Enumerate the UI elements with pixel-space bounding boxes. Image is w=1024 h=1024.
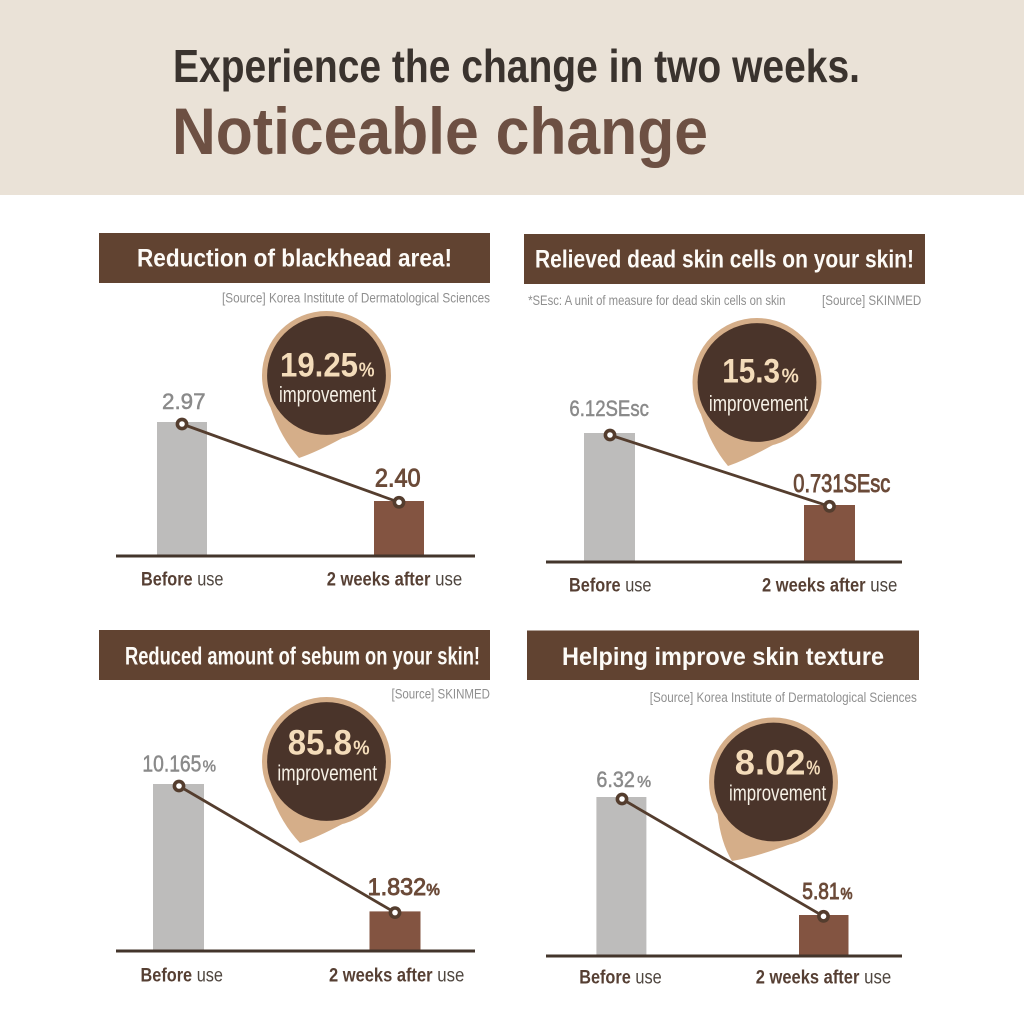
svg-text:[Source] SKINMED: [Source] SKINMED — [392, 687, 491, 702]
svg-text:Experience the change in two w: Experience the change in two weeks. — [173, 40, 860, 92]
svg-text:%: % — [806, 758, 820, 780]
svg-text:Reduction of blackhead area!: Reduction of blackhead area! — [137, 245, 452, 273]
svg-text:%: % — [782, 366, 799, 388]
svg-text:%: % — [353, 737, 370, 759]
svg-text:%: % — [841, 886, 853, 903]
svg-text:use: use — [437, 966, 464, 987]
svg-text:use: use — [625, 576, 651, 597]
svg-text:use: use — [635, 967, 661, 988]
svg-text:5.81: 5.81 — [802, 878, 839, 904]
svg-text:Helping improve skin texture: Helping improve skin texture — [562, 643, 884, 671]
svg-text:%: % — [203, 759, 217, 776]
svg-text:2 weeks after: 2 weeks after — [762, 576, 866, 597]
svg-text:[Source] Korea Institute of De: [Source] Korea Institute of Dermatologic… — [650, 690, 917, 705]
svg-text:use: use — [197, 966, 223, 987]
svg-text:2.40: 2.40 — [375, 464, 421, 492]
svg-text:15.3: 15.3 — [722, 353, 780, 391]
svg-text:0.731SEsc: 0.731SEsc — [793, 470, 890, 498]
svg-text:improvement: improvement — [279, 382, 376, 407]
svg-text:[Source] Korea Institute of De: [Source] Korea Institute of Dermatologic… — [222, 290, 490, 305]
svg-text:improvement: improvement — [709, 391, 808, 416]
svg-text:use: use — [864, 967, 891, 988]
svg-text:85.8: 85.8 — [288, 723, 352, 762]
svg-text:improvement: improvement — [729, 781, 826, 806]
svg-text:2.97: 2.97 — [162, 389, 206, 414]
svg-text:19.25: 19.25 — [280, 346, 358, 384]
svg-text:6.32: 6.32 — [596, 767, 635, 792]
svg-text:%: % — [359, 359, 375, 381]
svg-text:use: use — [435, 570, 462, 591]
svg-text:6.12SEsc: 6.12SEsc — [569, 396, 649, 421]
svg-text:8.02: 8.02 — [735, 744, 806, 783]
svg-text:Before: Before — [141, 570, 193, 591]
svg-text:2 weeks after: 2 weeks after — [327, 570, 431, 591]
svg-text:*SEsc: A unit of measure for d: *SEsc: A unit of measure for dead skin c… — [528, 293, 785, 308]
svg-text:use: use — [197, 570, 223, 591]
svg-text:2 weeks after: 2 weeks after — [756, 967, 860, 988]
svg-text:Before: Before — [569, 576, 621, 597]
svg-text:improvement: improvement — [277, 761, 377, 786]
svg-text:[Source] SKINMED: [Source] SKINMED — [822, 293, 922, 308]
svg-text:%: % — [637, 774, 651, 791]
svg-text:10.165: 10.165 — [142, 751, 201, 777]
svg-text:%: % — [426, 882, 440, 899]
svg-text:Relieved dead skin cells on yo: Relieved dead skin cells on your skin! — [535, 246, 914, 274]
svg-text:use: use — [870, 576, 897, 597]
svg-text:Reduced amount of sebum on you: Reduced amount of sebum on your skin! — [125, 643, 480, 671]
svg-text:Before: Before — [141, 966, 193, 987]
svg-text:2 weeks after: 2 weeks after — [329, 966, 433, 987]
svg-text:Noticeable change: Noticeable change — [172, 94, 708, 168]
svg-text:Before: Before — [579, 967, 631, 988]
svg-text:1.832: 1.832 — [368, 874, 427, 901]
